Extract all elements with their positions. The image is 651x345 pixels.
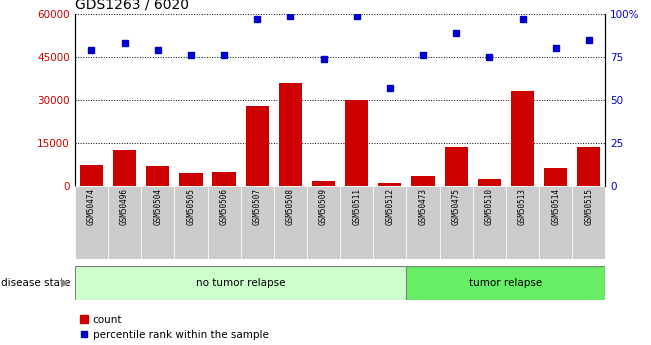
Bar <box>406 186 439 259</box>
Bar <box>307 186 340 259</box>
Text: GSM50473: GSM50473 <box>419 188 428 226</box>
Bar <box>577 148 600 186</box>
Legend: count, percentile rank within the sample: count, percentile rank within the sample <box>80 315 268 340</box>
Text: GSM50513: GSM50513 <box>518 188 527 226</box>
Bar <box>340 186 373 259</box>
Text: ▶: ▶ <box>61 278 69 288</box>
Text: disease state: disease state <box>1 278 71 288</box>
Bar <box>373 186 406 259</box>
Text: no tumor relapse: no tumor relapse <box>196 278 285 288</box>
Bar <box>511 91 534 186</box>
Bar <box>378 184 402 186</box>
Bar <box>478 179 501 186</box>
Bar <box>539 186 572 259</box>
Bar <box>279 83 302 186</box>
Bar <box>312 180 335 186</box>
Bar <box>141 186 174 259</box>
Text: GSM50506: GSM50506 <box>219 188 229 226</box>
Bar <box>113 150 136 186</box>
Bar <box>108 186 141 259</box>
Text: GSM50507: GSM50507 <box>253 188 262 226</box>
Text: tumor relapse: tumor relapse <box>469 278 542 288</box>
Bar <box>75 186 108 259</box>
Text: GSM50512: GSM50512 <box>385 188 395 226</box>
Text: GSM50509: GSM50509 <box>319 188 328 226</box>
Bar <box>212 172 236 186</box>
Bar <box>146 166 169 186</box>
Text: GSM50514: GSM50514 <box>551 188 561 226</box>
Bar <box>572 186 605 259</box>
Bar <box>208 186 241 259</box>
Bar <box>75 266 406 300</box>
Text: GSM50510: GSM50510 <box>485 188 494 226</box>
Text: GSM50474: GSM50474 <box>87 188 96 226</box>
Bar <box>80 165 103 186</box>
Text: GSM50505: GSM50505 <box>186 188 195 226</box>
Text: GSM50515: GSM50515 <box>585 188 593 226</box>
Text: GSM50508: GSM50508 <box>286 188 295 226</box>
Bar <box>544 168 567 186</box>
Text: GSM50496: GSM50496 <box>120 188 129 226</box>
Bar <box>473 186 506 259</box>
Text: GSM50504: GSM50504 <box>153 188 162 226</box>
Bar <box>406 266 605 300</box>
Bar <box>506 186 539 259</box>
Bar <box>439 186 473 259</box>
Bar <box>345 100 368 186</box>
Bar <box>274 186 307 259</box>
Bar <box>241 186 274 259</box>
Text: GSM50511: GSM50511 <box>352 188 361 226</box>
Bar <box>179 173 202 186</box>
Bar <box>174 186 208 259</box>
Text: GDS1263 / 6020: GDS1263 / 6020 <box>75 0 189 11</box>
Bar <box>445 148 468 186</box>
Bar <box>411 176 435 186</box>
Text: GSM50475: GSM50475 <box>452 188 461 226</box>
Bar <box>245 106 269 186</box>
